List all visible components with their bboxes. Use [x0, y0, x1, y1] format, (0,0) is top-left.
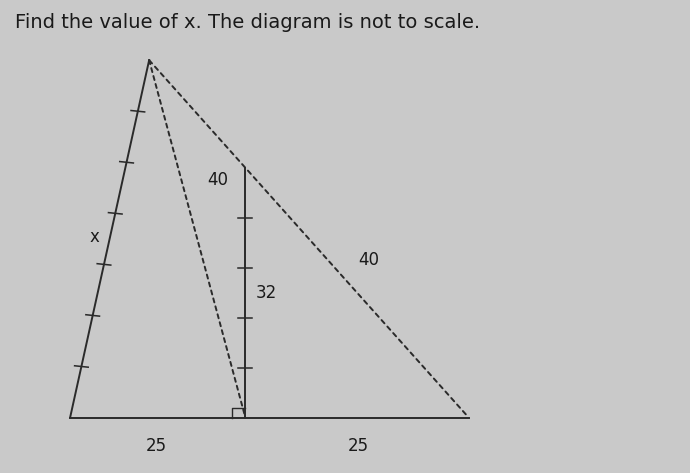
- Text: 25: 25: [146, 437, 166, 455]
- Text: x: x: [89, 228, 99, 245]
- Text: 40: 40: [359, 251, 380, 269]
- Text: 40: 40: [208, 171, 228, 189]
- Text: 25: 25: [348, 437, 369, 455]
- Text: 32: 32: [255, 284, 277, 302]
- Text: Find the value of x. The diagram is not to scale.: Find the value of x. The diagram is not …: [15, 13, 480, 32]
